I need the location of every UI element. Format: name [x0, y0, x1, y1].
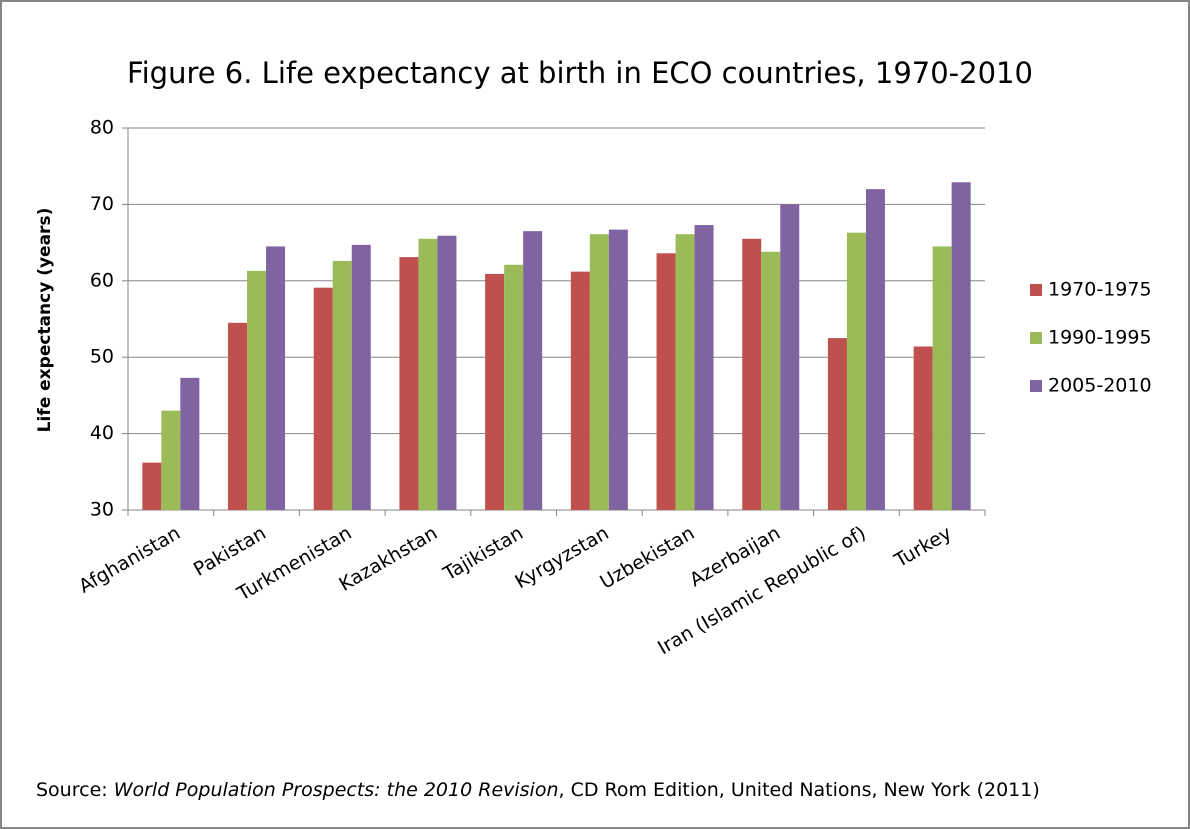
- bar: [675, 234, 695, 511]
- y-tick-label: 80: [90, 117, 114, 139]
- bar: [761, 251, 781, 510]
- bar: [485, 273, 505, 510]
- bar: [656, 253, 676, 510]
- bar: [161, 410, 181, 510]
- bar: [437, 235, 457, 510]
- bar: [418, 238, 438, 510]
- bar: [313, 287, 333, 510]
- bar: [780, 204, 800, 510]
- bar: [351, 244, 371, 510]
- legend-label: 1970-1975: [1048, 279, 1152, 301]
- bar: [865, 189, 885, 510]
- legend-swatch: [1030, 284, 1042, 296]
- bar: [228, 322, 248, 510]
- bar: [846, 232, 866, 510]
- bar: [399, 257, 419, 510]
- y-tick-label: 60: [90, 269, 114, 291]
- bar: [180, 377, 200, 510]
- bar: [913, 346, 933, 510]
- bar: [932, 246, 952, 511]
- source-note: Source: World Population Prospects: the …: [36, 779, 1040, 801]
- bar: [827, 338, 847, 510]
- bar: [589, 234, 609, 511]
- y-tick-label: 50: [90, 346, 114, 368]
- bar: [332, 260, 352, 510]
- source-suffix: , CD Rom Edition, United Nations, New Yo…: [559, 779, 1040, 801]
- bar: [570, 271, 590, 510]
- legend-label: 2005-2010: [1048, 375, 1152, 397]
- bar: [694, 225, 714, 510]
- source-title: World Population Prospects: the 2010 Rev…: [114, 779, 559, 801]
- source-prefix: Source:: [36, 779, 114, 801]
- bar: [142, 462, 162, 510]
- y-tick-label: 40: [90, 422, 114, 444]
- bar: [608, 229, 628, 510]
- legend-label: 1990-1995: [1048, 327, 1152, 349]
- bar: [951, 182, 971, 510]
- bar: [266, 246, 286, 511]
- bar: [247, 270, 267, 510]
- y-tick-label: 70: [90, 193, 114, 215]
- bar: [504, 264, 524, 510]
- y-axis-label: Life expectancy (years): [35, 208, 55, 433]
- y-tick-label: 30: [90, 499, 114, 521]
- legend-swatch: [1030, 332, 1042, 344]
- bar: [523, 231, 543, 510]
- bar: [742, 238, 762, 510]
- legend-swatch: [1030, 380, 1042, 392]
- chart-title: Figure 6. Life expectancy at birth in EC…: [127, 56, 1033, 90]
